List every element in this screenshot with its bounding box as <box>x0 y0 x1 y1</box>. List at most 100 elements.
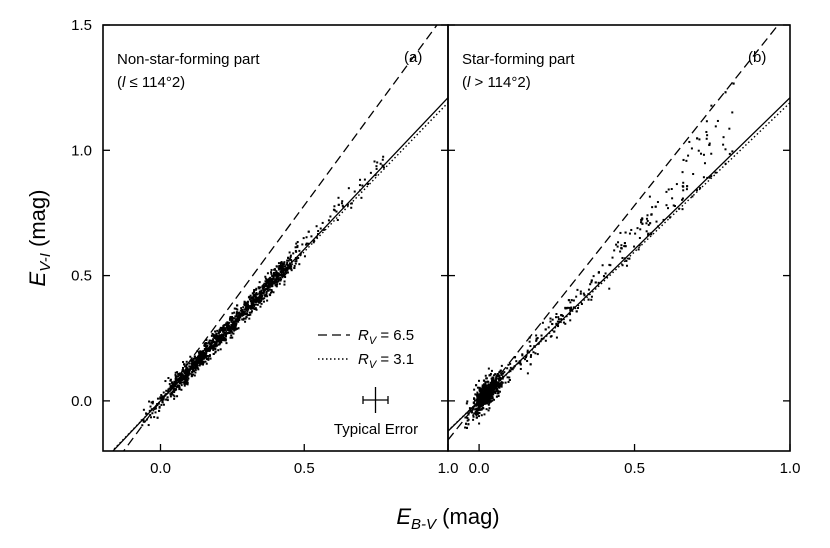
data-point <box>219 334 222 337</box>
data-point <box>225 332 228 335</box>
data-point <box>681 197 684 200</box>
data-point <box>233 327 236 330</box>
data-point <box>253 295 256 298</box>
data-point <box>224 334 227 337</box>
data-point <box>640 218 643 221</box>
data-point <box>199 360 202 363</box>
data-point <box>276 272 279 275</box>
data-point <box>258 295 261 298</box>
data-point <box>185 366 188 369</box>
data-point <box>149 413 152 416</box>
data-point <box>638 244 641 247</box>
data-point <box>245 305 248 308</box>
data-point <box>476 401 479 404</box>
data-point <box>621 256 624 259</box>
data-point <box>465 402 468 405</box>
data-point <box>198 361 201 364</box>
data-point <box>279 270 282 273</box>
data-point <box>489 392 492 395</box>
data-point <box>251 302 254 305</box>
data-point <box>473 397 476 400</box>
data-point <box>182 381 185 384</box>
data-point <box>265 293 268 296</box>
data-point <box>185 370 188 373</box>
data-point <box>223 339 226 342</box>
data-point <box>375 165 378 168</box>
data-point <box>262 300 265 303</box>
data-point <box>540 334 543 337</box>
data-point <box>483 413 486 416</box>
data-point <box>708 176 711 179</box>
data-point <box>273 271 276 274</box>
data-point <box>218 343 221 346</box>
data-point <box>150 401 153 404</box>
data-point <box>178 384 181 387</box>
data-point <box>196 367 199 370</box>
data-point <box>286 266 289 269</box>
data-point <box>305 242 308 245</box>
data-point <box>173 397 176 400</box>
data-point <box>691 195 694 198</box>
data-point <box>488 390 491 393</box>
data-point <box>731 111 734 114</box>
data-point <box>604 272 607 275</box>
data-point <box>494 390 497 393</box>
data-point <box>645 230 648 233</box>
data-point <box>193 355 196 358</box>
data-point <box>237 319 240 322</box>
data-point <box>249 294 252 297</box>
data-point <box>374 174 377 177</box>
data-point <box>190 357 193 360</box>
data-point <box>204 354 207 357</box>
data-point <box>537 342 540 345</box>
data-point <box>186 381 189 384</box>
data-point <box>728 152 731 155</box>
data-point <box>272 291 275 294</box>
data-point <box>249 300 252 303</box>
data-point <box>590 279 593 282</box>
data-point <box>722 136 725 139</box>
data-point <box>477 406 480 409</box>
data-point <box>200 362 203 365</box>
data-point <box>473 412 476 415</box>
data-point <box>173 385 176 388</box>
data-point <box>305 243 308 246</box>
data-point <box>623 242 626 245</box>
data-point <box>504 381 507 384</box>
data-point <box>724 148 727 151</box>
data-point <box>170 381 173 384</box>
legend: RV = 6.5 RV = 3.1 <box>318 327 414 371</box>
data-point <box>335 210 338 213</box>
data-point <box>170 386 173 389</box>
data-point <box>267 282 270 285</box>
data-point <box>249 313 252 316</box>
data-point <box>681 198 684 201</box>
data-point <box>214 336 217 339</box>
data-point <box>142 420 145 423</box>
data-point <box>285 263 288 266</box>
data-point <box>272 281 275 284</box>
data-point <box>497 395 500 398</box>
data-point <box>536 353 539 356</box>
data-point <box>602 275 605 278</box>
data-point <box>142 408 145 411</box>
data-point <box>209 346 212 349</box>
data-point <box>575 310 578 313</box>
data-point <box>253 288 256 291</box>
data-point <box>265 279 268 282</box>
data-point <box>375 167 378 170</box>
data-point <box>486 386 489 389</box>
data-point <box>492 374 495 377</box>
panel-a-subtitle: (l ≤ 114°2) <box>117 74 185 91</box>
data-point <box>235 314 238 317</box>
data-point <box>234 328 237 331</box>
data-point <box>710 152 713 155</box>
data-point <box>209 342 212 345</box>
data-point <box>161 401 164 404</box>
data-point <box>215 344 218 347</box>
data-point <box>205 358 208 361</box>
data-point <box>297 256 300 259</box>
data-point <box>205 342 208 345</box>
data-point <box>219 340 222 343</box>
